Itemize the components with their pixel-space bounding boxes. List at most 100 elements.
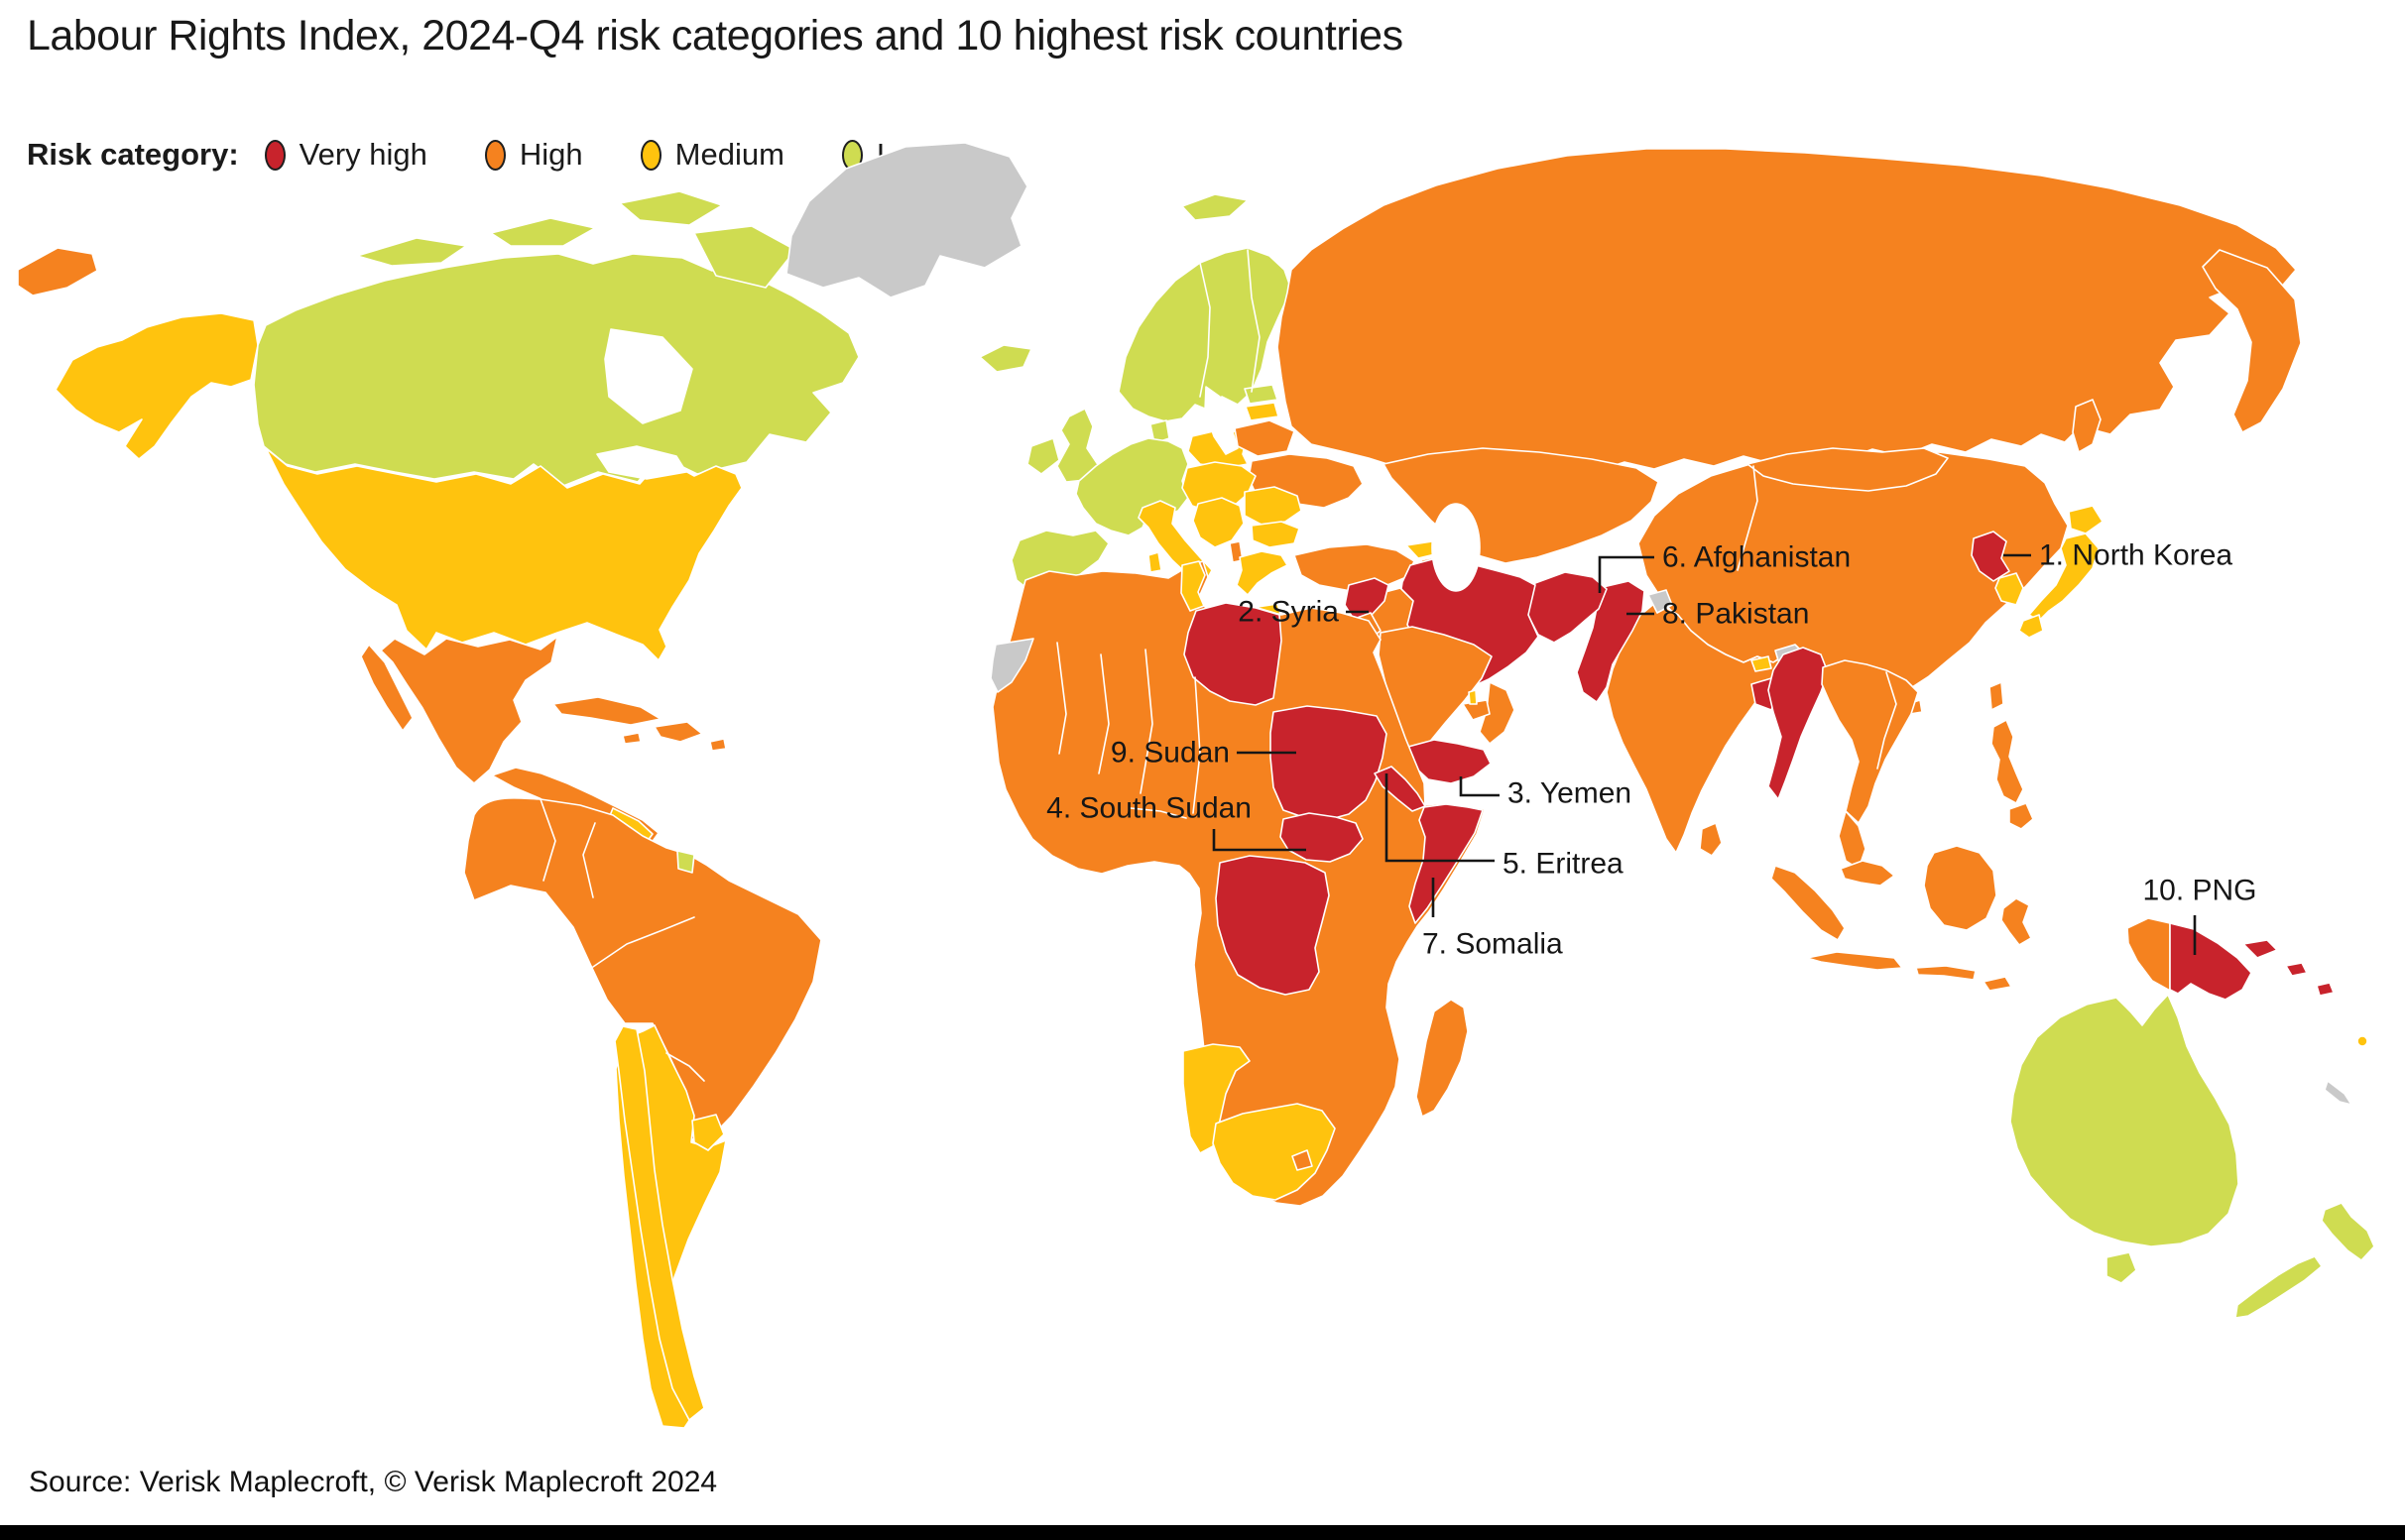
region-solomon-islands [2316,982,2335,997]
country-lithuania [1245,402,1279,421]
border-line [1056,642,1067,755]
bottom-bar [0,1525,2405,1540]
country-yemen [1407,739,1492,784]
country-greece [1236,550,1288,596]
country-japan [2028,533,2100,622]
annotation-label: 4. South Sudan [1046,792,1252,825]
legend-item-very-high: Very high [264,137,427,173]
country-jamaica [622,732,642,745]
country-australia [2009,994,2239,1247]
country-ireland [1026,437,1060,475]
country-new-zealand [2234,1255,2323,1319]
border-line [540,798,556,882]
caspian-sea [1431,503,1481,592]
country-uruguay [691,1114,725,1151]
legend-label: Risk category: [27,137,239,172]
country-bulgaria [1251,521,1300,548]
annotation-pakistan: 8. Pakistan [1626,598,1809,631]
country-india [1606,601,1784,854]
country-sardinia [1147,551,1162,573]
country-qatar [1468,689,1478,705]
annotation-png: 10. PNG [2142,875,2257,955]
legend-item-text: Medium [674,137,784,172]
leader-line [1384,773,1495,863]
country-mongolia [1746,447,1949,492]
country-mexico [380,636,558,784]
border-line [1199,262,1211,398]
region-borneo [1923,845,1997,931]
leader-line [1598,555,1654,593]
country-russia [1276,148,2297,475]
region-new-caledonia [2324,1080,2352,1106]
country-puerto-rico [709,738,727,752]
legend-item-text: High [519,137,583,172]
annotation-label: 7. Somalia [1422,928,1563,961]
country-chukotka [17,247,98,296]
great-lakes [596,445,687,480]
country-japan [2068,505,2104,534]
annotation-north-korea: 1. North Korea [2003,539,2232,572]
country-chile [614,1025,705,1421]
annotation-label: 10. PNG [2142,875,2256,907]
leader-line [1459,776,1500,797]
region-western-sahara [990,638,1034,693]
legend-item-high: High [484,137,583,173]
country-north-korea [1971,531,2010,582]
annotations-layer: 1. North Korea 2. Syria 3. Yemen 4. Sout… [1046,539,2256,961]
region-lesser-sunda [1915,965,1977,981]
country-baja-california [360,644,414,732]
countries-layer [17,142,2375,1429]
country-romania [1244,486,1302,526]
region-west-papua [2126,917,2171,992]
baltic-sea [1204,386,1239,455]
region-scandinavia [1118,247,1292,422]
leader-line [1212,829,1306,852]
country-somalia [1408,803,1484,924]
region-sumatra [1770,865,1846,941]
country-sudan [1269,705,1387,821]
country-papua-new-guinea [2169,922,2252,1001]
annotation-syria: 2. Syria [1238,596,1369,629]
region-south-america [463,797,822,1143]
country-philippines [1990,719,2024,804]
country-cuba [552,696,661,726]
country-sri-lanka [1699,822,1723,857]
annotation-eritrea: 5. Eritrea [1384,773,1623,881]
country-libya [1183,602,1282,706]
border-line [1140,649,1153,794]
medium-swatch [640,139,661,171]
country-canada-arctic-islands [490,217,596,247]
region-tasmania [2105,1251,2137,1284]
border-line [1737,465,1758,571]
hudson-bay [604,328,693,424]
region-indochina [1821,659,1919,824]
annotation-label: 5. Eritrea [1503,848,1623,881]
annotation-sudan: 9. Sudan [1111,737,1296,770]
high-swatch [484,139,506,171]
country-french-guiana [676,850,695,874]
country-canada-arctic-islands [619,190,723,226]
country-usa [265,447,743,661]
country-bhutan [1750,655,1772,672]
annotation-label: 2. Syria [1238,596,1339,629]
country-new-zealand [2321,1202,2375,1261]
annotation-somalia: 7. Somalia [1422,878,1563,961]
region-central-europe [1181,461,1257,513]
page-title: Labour Rights Index, 2024-Q4 risk catego… [27,12,1403,59]
very-high-swatch [264,139,286,171]
country-iceland [979,344,1032,373]
region-sakhalin [2072,399,2102,453]
region-thai-peninsula [1838,810,1866,870]
country-south-korea [1994,572,2024,606]
annotation-label: 6. Afghanistan [1662,541,1851,574]
country-myanmar [1767,647,1829,800]
region-new-britain [2242,939,2278,959]
country-svalbard [1181,193,1249,221]
country-south-africa [1212,1103,1336,1201]
region-java [1806,951,1903,971]
country-denmark [1149,419,1170,444]
annotation-label: 8. Pakistan [1662,598,1809,631]
annotation-label: 1. North Korea [2039,539,2232,572]
